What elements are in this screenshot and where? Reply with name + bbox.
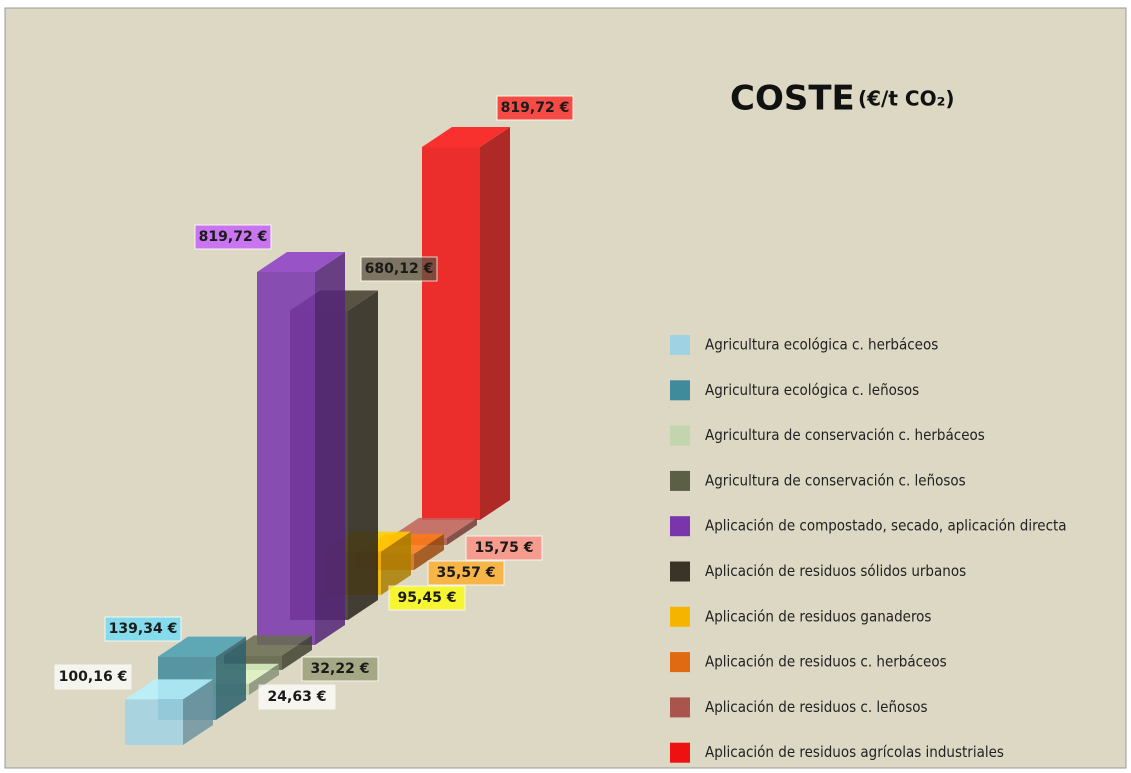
data-label: 680,12 € — [365, 261, 434, 277]
data-label: 24,63 € — [268, 689, 327, 705]
data-label: 819,72 € — [501, 100, 570, 116]
legend-swatch — [670, 561, 690, 582]
legend-label: Agricultura de conservación c. leñosos — [705, 471, 966, 489]
data-label-box — [360, 256, 438, 282]
bar-side — [414, 533, 444, 570]
legend-label: Aplicación de residuos ganaderos — [705, 607, 931, 625]
legend-swatch — [670, 652, 690, 673]
legend-swatch — [670, 516, 690, 537]
bar-side — [249, 663, 279, 695]
bar-top — [422, 127, 510, 148]
data-label-box — [301, 656, 379, 682]
legend-label: Aplicación de residuos c. leñosos — [705, 698, 928, 716]
data-label: 139,34 € — [109, 621, 178, 637]
bar-top — [158, 636, 246, 657]
data-label-box — [496, 95, 574, 121]
legend-label: Aplicación de compostado, secado, aplica… — [705, 517, 1067, 535]
data-label-box — [104, 616, 182, 642]
bar-side — [216, 636, 246, 720]
bar-front — [422, 147, 480, 520]
bar-top — [125, 679, 213, 700]
legend-label: Agricultura de conservación c. herbáceos — [705, 426, 985, 444]
legend-label: Aplicación de residuos c. herbáceos — [705, 653, 947, 671]
bar-side — [381, 531, 411, 595]
legend-swatch — [670, 425, 690, 446]
chart-title: COSTE — [730, 79, 855, 119]
bar-front — [257, 272, 315, 645]
legend-label: Agricultura ecológica c. herbáceos — [705, 336, 938, 354]
bar-side — [348, 290, 378, 620]
data-label: 32,22 € — [311, 661, 370, 677]
data-label-box — [54, 664, 132, 690]
legend-label: Aplicación de residuos sólidos urbanos — [705, 562, 966, 580]
legend-swatch — [670, 742, 690, 763]
bar-top — [257, 252, 345, 273]
chart-subtitle: (€/t CO₂) — [858, 87, 954, 111]
legend-label: Aplicación de residuos agrícolas industr… — [705, 743, 1004, 761]
bar-side — [480, 127, 510, 520]
bar-front — [125, 699, 183, 745]
bar-side — [315, 252, 345, 645]
data-label-box — [427, 560, 505, 586]
data-label: 35,57 € — [437, 565, 496, 581]
bar — [257, 252, 345, 645]
bar — [422, 127, 510, 520]
bar-side — [282, 635, 312, 670]
legend-swatch — [670, 606, 690, 627]
bar — [125, 679, 213, 745]
data-label-box — [258, 684, 336, 710]
data-label: 100,16 € — [59, 669, 128, 685]
data-label: 819,72 € — [199, 229, 268, 245]
data-label: 95,45 € — [398, 590, 457, 606]
bar-side — [447, 517, 477, 545]
bar-side — [183, 679, 213, 745]
data-label-box — [194, 224, 272, 250]
legend-swatch — [670, 335, 690, 355]
legend-swatch — [670, 470, 690, 491]
legend-swatch — [670, 697, 690, 718]
legend-label: Agricultura ecológica c. leñosos — [705, 381, 919, 399]
data-label-box — [465, 535, 543, 561]
legend-swatch — [670, 380, 690, 401]
data-label: 15,75 € — [475, 540, 534, 556]
data-label-box — [388, 585, 466, 611]
